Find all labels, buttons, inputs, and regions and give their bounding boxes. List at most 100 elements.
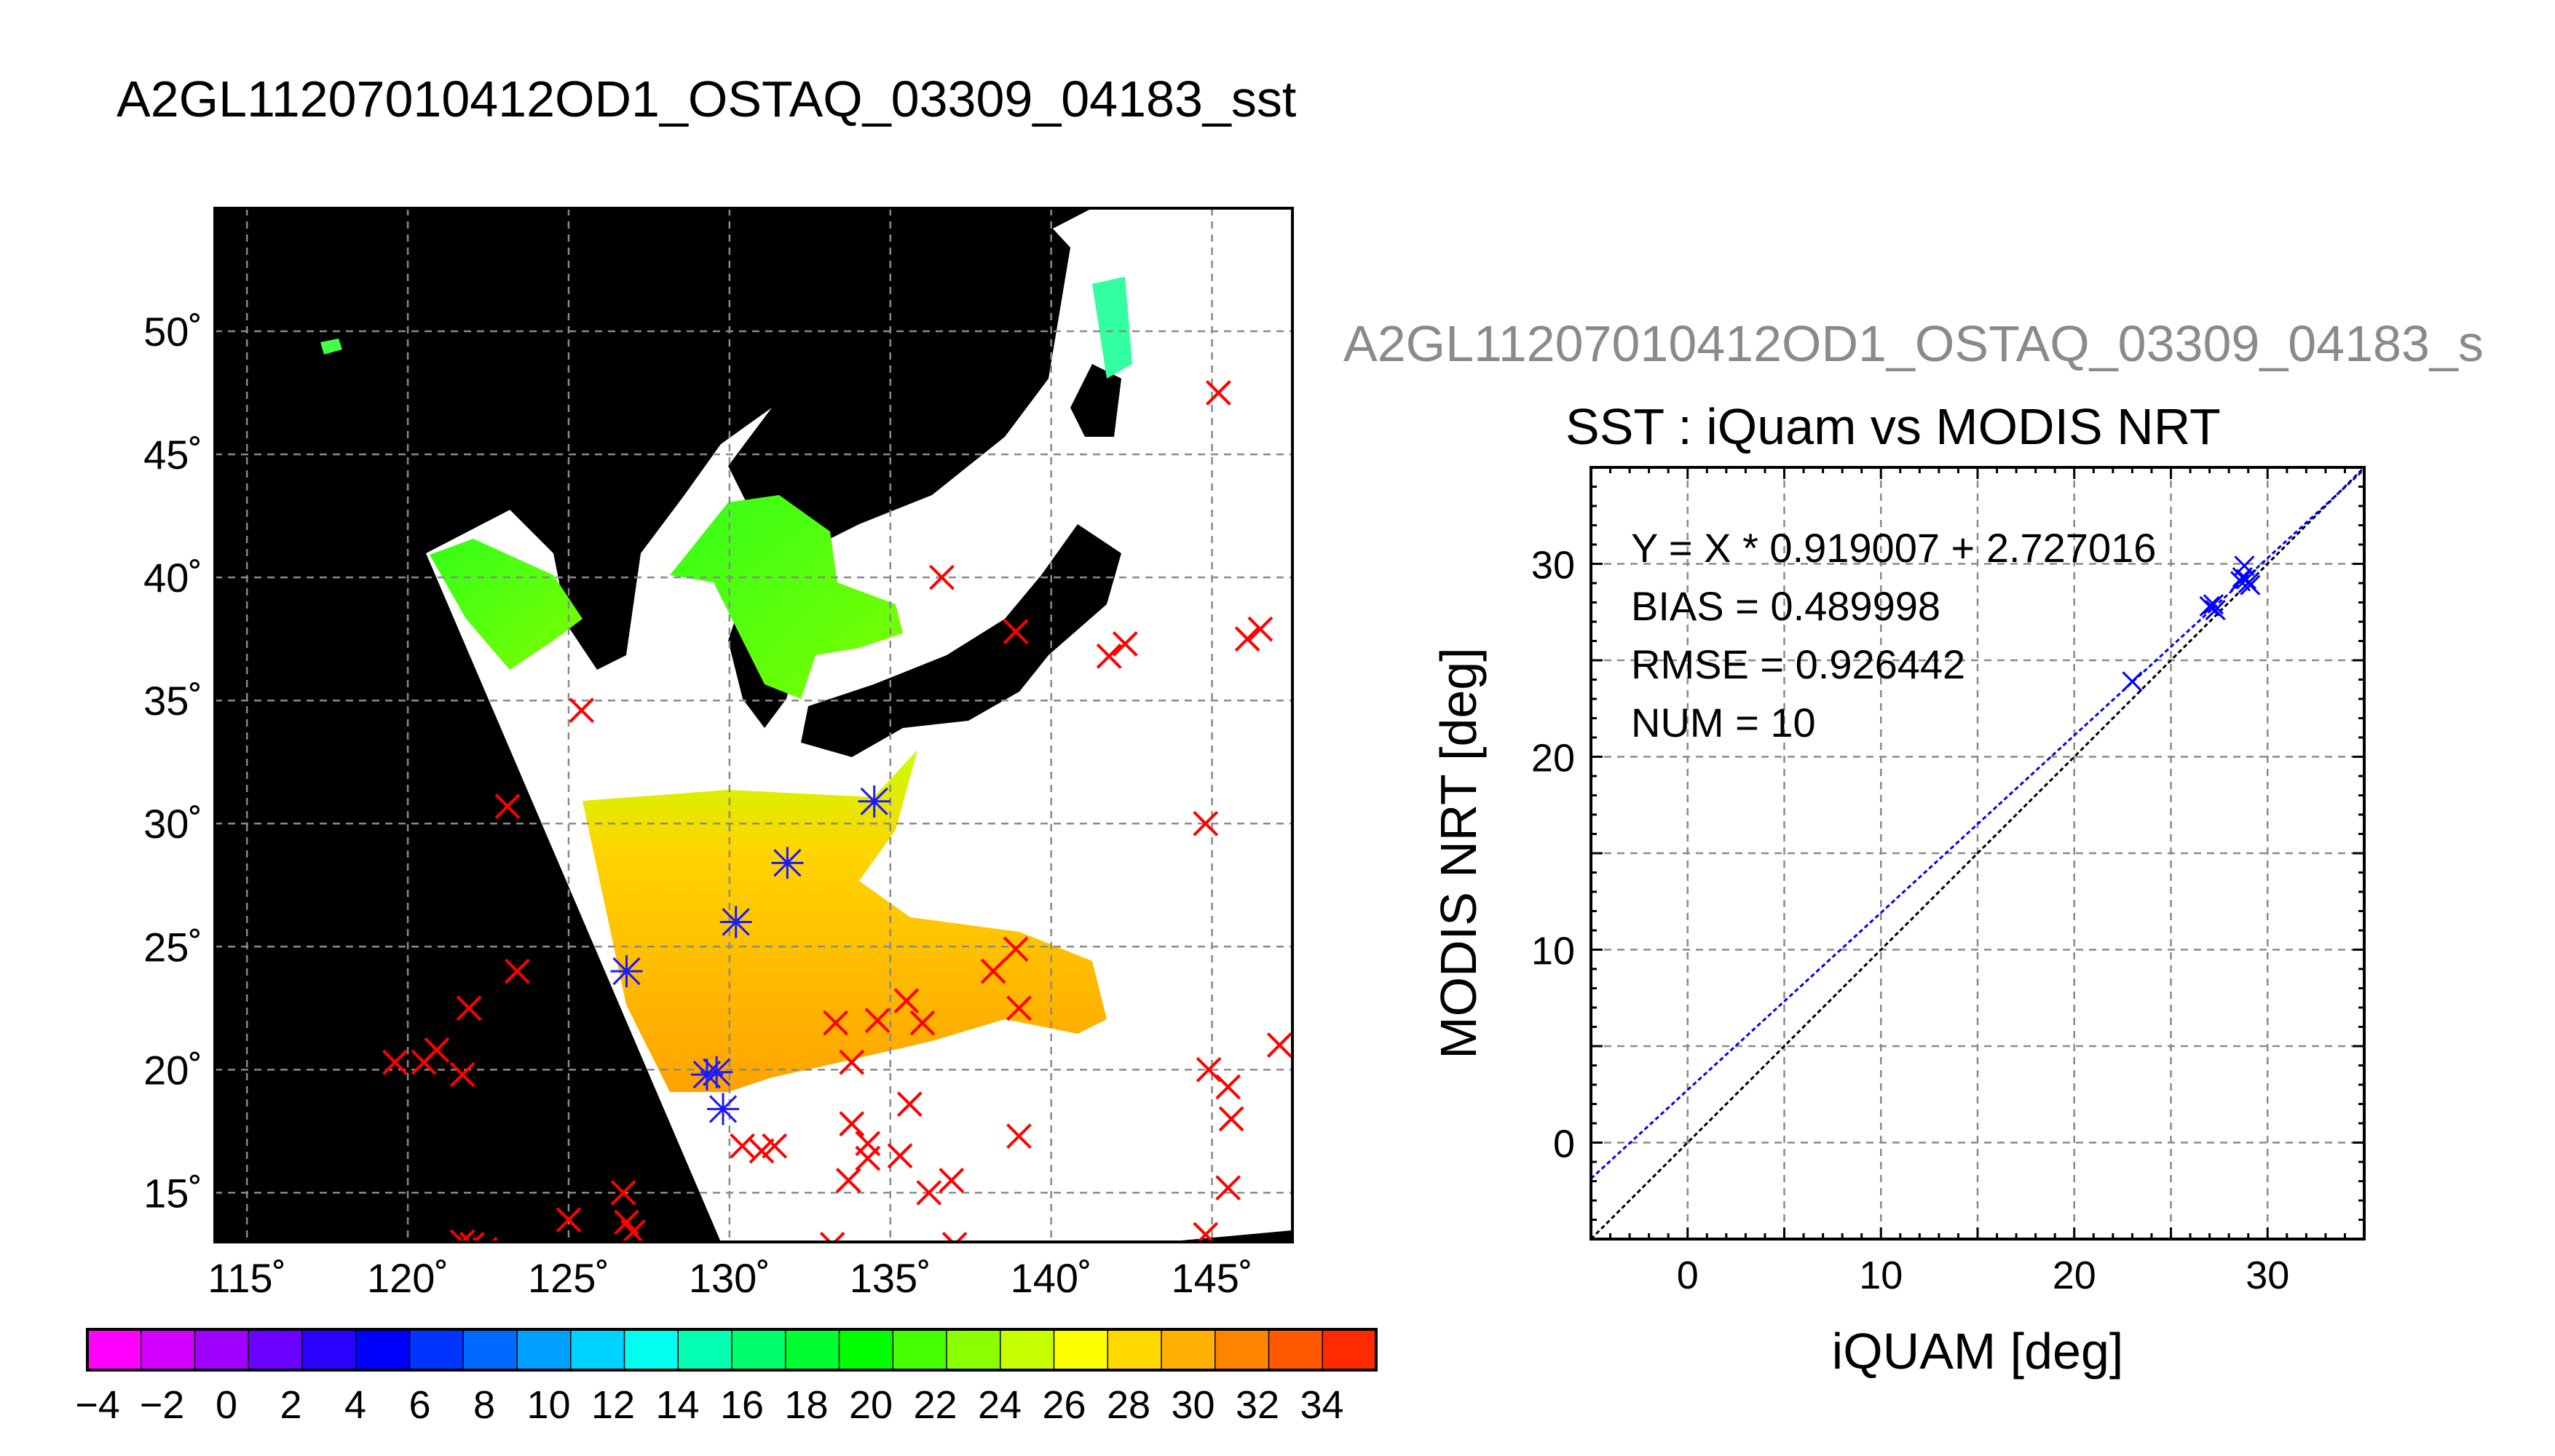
map-grid [215, 208, 1292, 1242]
scatter-xlabel: iQUAM [deg] [1832, 1323, 2124, 1380]
scatter-point [2235, 569, 2257, 590]
marker-stroke [832, 1231, 845, 1242]
match-marker [839, 1111, 865, 1137]
colorbar-tick-label: 18 [784, 1383, 828, 1427]
map-lat-ticks: 50˚ 45˚ 40˚ 35˚ 30˚ 25˚ 20˚ 15˚ [143, 309, 202, 1216]
marker-stroke [939, 1168, 965, 1193]
marker-stroke [610, 1179, 636, 1206]
marker-stroke [1003, 936, 1029, 962]
marker-stroke [839, 1049, 865, 1075]
colorbar-tick-label: 16 [720, 1383, 764, 1427]
match-marker [839, 1049, 865, 1075]
map-lat-tick-label: 15˚ [143, 1170, 202, 1216]
match-marker [980, 958, 1006, 984]
map-lat-tick-label: 20˚ [143, 1047, 202, 1093]
colorbar-segment [893, 1329, 947, 1370]
match-marker [449, 1061, 475, 1088]
colorbar-segment [624, 1329, 679, 1370]
match-marker [1193, 1222, 1219, 1242]
marker-stroke [2122, 671, 2143, 692]
marker-stroke [839, 1111, 865, 1137]
one-to-one-line [1591, 467, 2364, 1239]
map-plot-area [215, 208, 1292, 1242]
marker-stroke [955, 1231, 968, 1242]
marker-stroke [1215, 1175, 1241, 1201]
marker-stroke [556, 1207, 582, 1233]
marker-stroke [749, 1138, 775, 1164]
colorbar-tick-label: 2 [280, 1383, 301, 1427]
colorbar-segment [839, 1329, 893, 1370]
scatter-stat-line: Y = X * 0.919007 + 2.727016 [1631, 525, 2156, 571]
match-marker [1266, 1032, 1292, 1058]
colorbar-tick-label: 26 [1042, 1383, 1086, 1427]
marker-stroke [887, 1143, 913, 1169]
marker-stroke [929, 564, 955, 590]
colorbar-tick-label: 14 [655, 1383, 699, 1427]
marker-stroke [459, 1231, 472, 1242]
match-marker [929, 564, 955, 590]
scatter-x-tick-label: 30 [2246, 1254, 2289, 1297]
match-marker [456, 995, 482, 1021]
scatter-y-tick-label: 10 [1531, 930, 1575, 973]
colorbar-tick-label: −2 [140, 1383, 185, 1427]
main-title: A2GL11207010412OD1_OSTAQ_03309_04183_sst [117, 71, 1297, 127]
colorbar-tick-label: 20 [849, 1383, 893, 1427]
colorbar [86, 1328, 1378, 1372]
marker-stroke [449, 1229, 465, 1242]
match-marker [909, 1010, 936, 1036]
sst-map: 115˚ 120˚ 125˚ 130˚ 135˚ 140˚ 145˚ 50˚ 45˚ 40˚ 35… [75, 207, 1378, 1427]
scatter-y-tick-label: 20 [1531, 737, 1575, 780]
sst-field-yellow-sea [430, 539, 583, 670]
scatter-y-tick-label: 0 [1553, 1123, 1575, 1166]
used-match-marker [700, 1056, 733, 1088]
scatter-x-tick-label: 10 [1859, 1254, 1903, 1297]
marker-stroke [2203, 594, 2224, 615]
colorbar-segment [1215, 1329, 1269, 1370]
sst-field-lake [320, 339, 342, 355]
marker-stroke [1247, 616, 1273, 642]
marker-stroke [2235, 569, 2257, 590]
map-lat-tick-label: 35˚ [143, 678, 202, 724]
scatter-x-tick-label: 20 [2053, 1254, 2096, 1297]
used-match-marker [610, 955, 643, 988]
colorbar-segment [570, 1329, 625, 1370]
scatter-ticks: 0 10 20 30 0 10 20 30 [1531, 466, 2366, 1297]
marker-stroke [620, 1219, 646, 1242]
colorbar-tick-label: 34 [1300, 1383, 1343, 1427]
match-marker [941, 1231, 968, 1242]
land-manchuria [728, 208, 1070, 553]
colorbar-segment [1107, 1329, 1162, 1370]
colorbar-segment [678, 1329, 732, 1370]
match-marker [864, 1008, 891, 1034]
map-lat-tick-label: 30˚ [143, 801, 202, 847]
marker-stroke [819, 1231, 832, 1242]
marker-stroke [424, 1037, 450, 1063]
match-marker [424, 1037, 450, 1063]
marker-stroke [472, 1231, 485, 1242]
colorbar-tick-label: 6 [408, 1383, 430, 1427]
colorbar-segment [1268, 1329, 1323, 1370]
marker-stroke [823, 1010, 849, 1036]
scatter-point [2199, 596, 2220, 617]
match-marker [730, 1133, 755, 1159]
scatter-point [2203, 594, 2224, 615]
colorbar-segment [302, 1329, 357, 1370]
colorbar-segment [87, 1329, 142, 1370]
colorbar-segment [1161, 1329, 1216, 1370]
match-marker [620, 1219, 646, 1242]
marker-stroke [2205, 600, 2226, 621]
colorbar-tick-label: 12 [591, 1383, 635, 1427]
used-match-marker [771, 847, 804, 879]
used-match-marker [858, 785, 891, 818]
match-marker [1006, 995, 1032, 1021]
match-marker [1247, 616, 1273, 642]
scatter-stat-line: BIAS = 0.489998 [1631, 583, 1940, 629]
marker-stroke [909, 1010, 936, 1036]
map-lat-tick-label: 40˚ [143, 555, 202, 601]
colorbar-segment [141, 1329, 195, 1370]
match-marker [1096, 643, 1122, 669]
scatter-point [2122, 671, 2143, 692]
marker-stroke [1112, 631, 1138, 657]
marker-stroke [1006, 1123, 1032, 1150]
scatter-stats: Y = X * 0.919007 + 2.727016 BIAS = 0.4899… [1631, 525, 2156, 745]
